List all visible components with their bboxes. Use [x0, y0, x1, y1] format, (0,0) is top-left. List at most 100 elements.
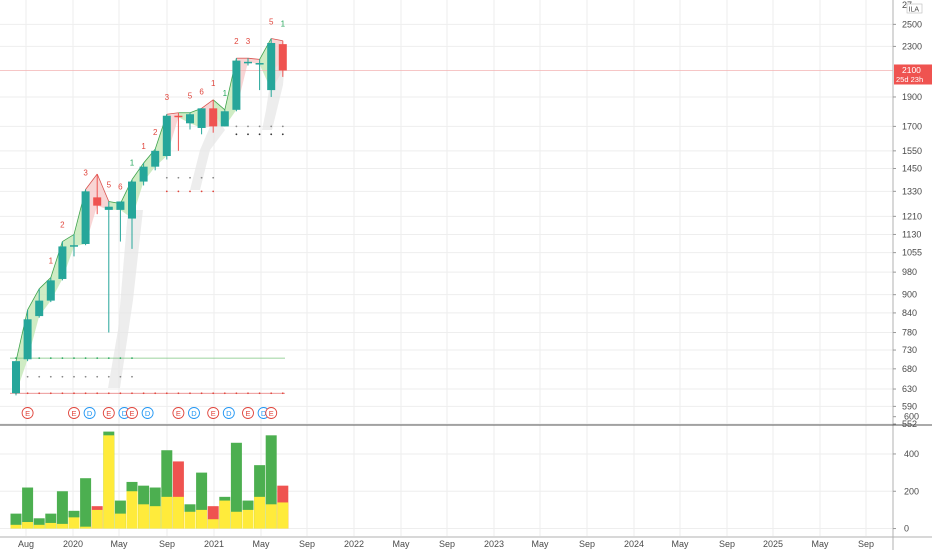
cloud-edge	[271, 38, 283, 42]
count-label: 1	[49, 257, 54, 266]
cloud-edge	[131, 162, 144, 180]
time-tick-label: May	[811, 539, 829, 549]
candle-body	[128, 181, 136, 219]
event-marker-label: E	[269, 409, 274, 418]
event-marker-label: D	[191, 409, 197, 418]
earnings-marker	[265, 407, 278, 419]
price-tick-label: 590	[902, 401, 917, 411]
time-tick-label: Sep	[719, 539, 735, 549]
price-tick-label: 680	[902, 364, 917, 374]
candle-body	[70, 245, 78, 247]
level-dot	[107, 392, 110, 395]
event-marker-label: E	[106, 409, 111, 418]
candle-body	[220, 111, 229, 127]
level-dot	[38, 392, 41, 395]
dividend-marker	[141, 407, 154, 419]
volume-bar	[230, 442, 242, 529]
level-dot	[189, 190, 191, 193]
candle-body	[278, 44, 287, 71]
volume-bar-highlight	[196, 509, 208, 529]
event-marker-label: E	[129, 409, 134, 418]
price-tick-label: 1330	[902, 186, 922, 196]
time-tick-label: May	[531, 539, 549, 549]
candlestick-series[interactable]	[12, 38, 287, 396]
candle-body	[23, 319, 32, 360]
price-tick-label: 840	[902, 308, 917, 318]
event-marker-label: E	[71, 409, 76, 418]
price-tick-label: 1900	[902, 92, 922, 102]
price-tick-label: 900	[902, 290, 917, 300]
level-dot	[270, 392, 273, 395]
level-dot	[131, 392, 133, 395]
volume-bar	[196, 472, 208, 529]
candle-body	[255, 63, 264, 65]
level-dot	[200, 392, 203, 395]
count-label: 3	[246, 37, 251, 46]
time-tick-label: 2021	[204, 539, 224, 549]
level-dot	[270, 133, 273, 136]
volume-bar-highlight	[91, 509, 103, 529]
count-label: 3	[83, 168, 88, 177]
candle-body	[209, 108, 218, 127]
level-dot	[270, 125, 273, 128]
level-dot	[61, 375, 64, 378]
level-dot	[235, 125, 238, 128]
level-dot	[131, 375, 133, 378]
event-marker-label: D	[261, 409, 267, 418]
candle-body	[12, 361, 20, 394]
cloud-edge	[201, 99, 214, 109]
time-tick-label: 2023	[484, 539, 504, 549]
time-tick-label: 2025	[763, 539, 783, 549]
event-marker-label: D	[226, 409, 232, 418]
price-tick-label: 780	[902, 328, 917, 338]
level-dot	[96, 392, 99, 395]
price-tick-label: 2300	[902, 41, 922, 51]
level-dot	[165, 392, 168, 395]
candle-body	[58, 246, 67, 279]
price-tick-label: 552	[902, 419, 917, 429]
cloud-edge	[15, 309, 28, 362]
level-dot	[281, 133, 284, 136]
level-dot	[15, 357, 17, 360]
time-tick-label: Aug	[18, 539, 34, 549]
level-dot	[131, 357, 133, 360]
candle-body	[35, 300, 44, 317]
volume-tick-label: 400	[904, 449, 919, 459]
earnings-marker	[172, 407, 185, 419]
volume-bar-highlight	[33, 524, 45, 529]
cloud-edge	[85, 173, 98, 190]
volume-bar	[265, 435, 277, 529]
count-label: 5	[188, 92, 193, 101]
currency-badge	[906, 3, 923, 14]
level-dot	[247, 125, 249, 128]
volume-bar-highlight	[22, 522, 34, 529]
level-dot	[235, 133, 238, 136]
level-dot	[96, 375, 99, 378]
level-dot	[281, 125, 284, 128]
cloud-edge	[38, 277, 52, 290]
volume-bar-highlight	[10, 524, 22, 529]
volume-bar-highlight	[103, 435, 115, 529]
dividend-marker	[188, 407, 200, 419]
candle-body	[232, 60, 241, 110]
earnings-marker	[126, 407, 138, 419]
time-tick-label: May	[392, 539, 410, 549]
level-dot	[61, 392, 64, 395]
level-dot	[49, 375, 52, 378]
volume-series[interactable]	[10, 431, 289, 529]
cloud-segment	[248, 58, 260, 65]
volume-bar-highlight	[230, 511, 242, 529]
volume-bar	[207, 506, 219, 529]
earnings-marker	[242, 407, 254, 419]
volume-bar-highlight	[207, 519, 219, 529]
time-tick-label: 2022	[344, 539, 364, 549]
level-dot	[73, 375, 75, 378]
volume-bar	[80, 478, 92, 529]
projection-band	[108, 210, 143, 388]
level-dot	[258, 133, 261, 136]
earnings-marker	[102, 407, 115, 419]
volume-bar-highlight	[219, 500, 231, 529]
volume-bar-highlight	[114, 513, 126, 529]
